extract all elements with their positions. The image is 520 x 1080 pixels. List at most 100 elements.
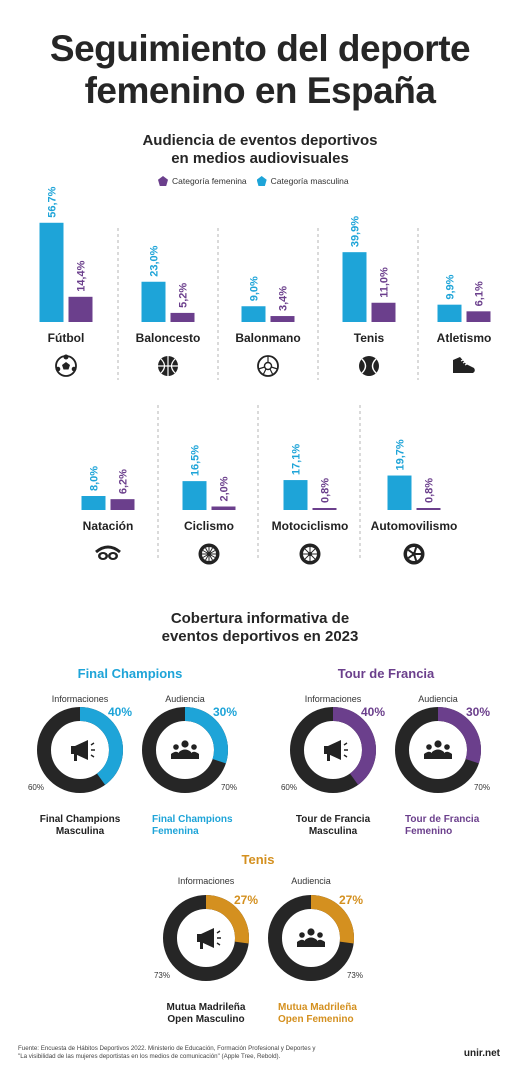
- title-line-1: Seguimiento del deporte: [49, 28, 471, 69]
- donut-pct-male: 70%: [474, 783, 490, 792]
- category-label: Motociclismo: [272, 519, 349, 533]
- brand-logo: unir.net: [463, 1048, 500, 1059]
- bar-male-1: [141, 281, 166, 322]
- donut-header: Audiencia: [165, 694, 205, 704]
- donut-pct-female: 27%: [339, 893, 363, 907]
- megaphone-icon: [324, 740, 348, 761]
- donut-pct-female: 27%: [234, 893, 258, 907]
- bar-male-6: [182, 481, 207, 510]
- caption-female: Final Champions: [152, 814, 233, 825]
- donut-pct-female: 30%: [213, 705, 237, 719]
- data-label-female: 6,1%: [474, 281, 486, 306]
- category-label: Fútbol: [48, 331, 85, 345]
- donut-section-subtitle: Cobertura informativa de eventos deporti…: [0, 610, 520, 646]
- caption-female-2: Femenina: [152, 826, 199, 837]
- group-title: Tenis: [242, 852, 275, 867]
- running-shoe-icon: [453, 357, 475, 373]
- basketball-icon: [158, 356, 178, 376]
- donut-pct-male: 73%: [347, 971, 363, 980]
- bar-male-8: [387, 475, 412, 510]
- title-line-2: femenino en España: [84, 70, 436, 111]
- bar-female-1: [170, 312, 195, 322]
- bar-subtitle-line-2: en medios audiovisuales: [171, 150, 349, 167]
- people-icon: [297, 928, 325, 947]
- caption-female: Mutua Madrileña: [278, 1002, 357, 1013]
- donut-pct-male: 60%: [281, 783, 297, 792]
- donut-pct-male: 73%: [154, 971, 170, 980]
- legend-male-label: Categoría masculina: [270, 176, 349, 186]
- source-line-1: Fuente: Encuesta de Hábitos Deportivos 2…: [18, 1045, 316, 1052]
- donut-header: Audiencia: [418, 694, 458, 704]
- caption-male: Mutua Madrileña: [167, 1002, 246, 1013]
- donut-header: Informaciones: [52, 694, 109, 704]
- bar-female-8: [416, 508, 441, 510]
- data-label-female: 2,0%: [219, 476, 231, 501]
- donut-pct-female: 40%: [361, 705, 385, 719]
- data-label-female: 0,8%: [320, 478, 332, 503]
- bar-subtitle-line-1: Audiencia de eventos deportivos: [142, 132, 378, 149]
- donut-arc-female: [37, 707, 123, 793]
- donut-arc-female: [142, 707, 228, 793]
- caption-male-2: Masculina: [56, 826, 105, 837]
- bar-female-0: [68, 296, 93, 322]
- donut-arc-female: [290, 707, 376, 793]
- bar-male-4: [437, 304, 462, 322]
- donut-subtitle-line-2: eventos deportivos en 2023: [161, 628, 359, 645]
- category-label: Atletismo: [437, 331, 492, 345]
- megaphone-icon: [197, 928, 221, 949]
- motorcycle-wheel-icon: [299, 543, 321, 565]
- bar-female-7: [312, 508, 337, 510]
- bar-section-subtitle: Audiencia de eventos deportivos en medio…: [0, 132, 520, 168]
- data-label-male: 23,0%: [149, 245, 161, 276]
- legend-item-female: Categoría femenina: [158, 176, 247, 186]
- data-label-male: 56,7%: [47, 186, 59, 217]
- category-label: Baloncesto: [136, 331, 201, 345]
- bicycle-wheel-icon: [198, 543, 220, 565]
- data-label-male: 19,7%: [395, 439, 407, 470]
- data-label-female: 14,4%: [76, 260, 88, 291]
- page-title: Seguimiento del deporte femenino en Espa…: [0, 28, 520, 112]
- donut-pct-male: 60%: [28, 783, 44, 792]
- tennis-ball-icon: [359, 356, 379, 376]
- donut-header: Audiencia: [291, 876, 331, 886]
- donut-pct-female: 40%: [108, 705, 132, 719]
- donut-arc-female: [268, 895, 354, 981]
- source-line-2: "La visibilidad de las mujeres deportist…: [18, 1053, 281, 1060]
- bar-female-4: [466, 311, 491, 322]
- bar-female-2: [270, 316, 295, 322]
- legend: Categoría femenina Categoría masculina: [158, 176, 349, 186]
- source-note: Fuente: Encuesta de Hábitos Deportivos 2…: [18, 1045, 338, 1061]
- data-label-female: 6,2%: [118, 469, 130, 494]
- people-icon: [171, 740, 199, 759]
- donut-chart: Final ChampionsInformaciones40%60%Audien…: [28, 666, 490, 1025]
- caption-male: Final Champions: [40, 814, 121, 825]
- people-icon: [424, 740, 452, 759]
- caption-male-2: Masculina: [309, 826, 358, 837]
- category-label: Natación: [83, 519, 134, 533]
- data-label-male: 39,9%: [350, 216, 362, 247]
- bar-male-7: [283, 480, 308, 510]
- category-label: Tenis: [354, 331, 385, 345]
- soccer-ball-icon: [55, 354, 77, 377]
- donut-pct-female: 30%: [466, 705, 490, 719]
- donut-arc-female: [163, 895, 249, 981]
- donut-arc-female: [395, 707, 481, 793]
- legend-female-label: Categoría femenina: [172, 176, 247, 186]
- donut-header: Informaciones: [305, 694, 362, 704]
- caption-female: Tour de Francia: [405, 814, 480, 825]
- data-label-female: 3,4%: [278, 286, 290, 311]
- megaphone-icon: [71, 740, 95, 761]
- data-label-female: 5,2%: [178, 283, 190, 308]
- legend-item-male: Categoría masculina: [256, 176, 349, 186]
- category-label: Balonmano: [235, 331, 300, 345]
- female-pentagon-icon: [158, 176, 168, 186]
- male-pentagon-icon: [256, 176, 267, 186]
- data-label-male: 9,0%: [249, 276, 261, 301]
- data-label-male: 8,0%: [89, 466, 101, 491]
- handball-icon: [257, 355, 279, 377]
- caption-female-2: Femenino: [405, 826, 452, 837]
- data-label-male: 17,1%: [291, 444, 303, 475]
- data-label-male: 9,9%: [445, 274, 457, 299]
- bar-male-3: [342, 252, 367, 322]
- category-label: Automovilismo: [371, 519, 458, 533]
